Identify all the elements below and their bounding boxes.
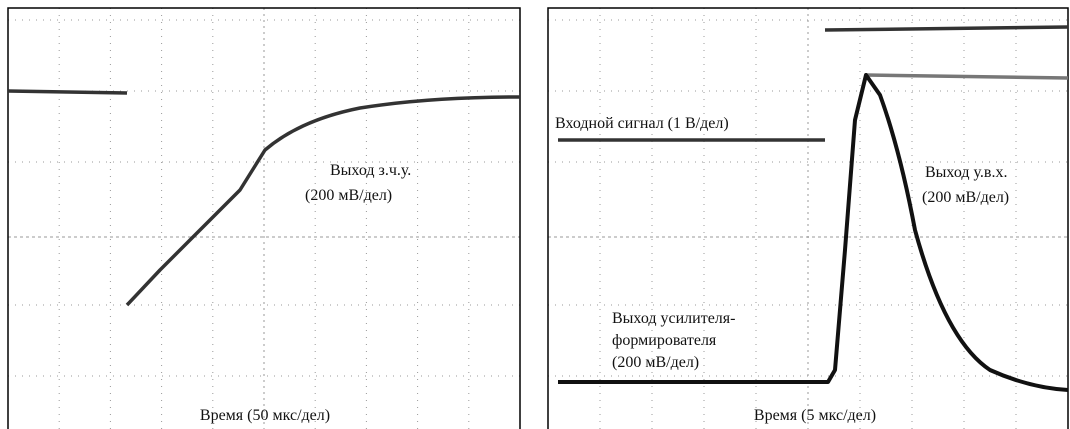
grids xyxy=(8,8,1068,429)
panel-label: (200 мВ/дел) xyxy=(922,189,1009,206)
left-trace-baseline xyxy=(8,91,127,93)
oscillograms: Выход з.ч.у. (200 мВ/дел) Время (50 мкс/… xyxy=(0,0,1070,429)
panel-label: Выход з.ч.у. xyxy=(330,162,411,179)
panel-label: Выход усилителя- xyxy=(612,310,735,327)
right-trace-top xyxy=(825,27,1068,30)
panel-label: (200 мВ/дел) xyxy=(612,354,699,371)
panel-label: (200 мВ/дел) xyxy=(305,187,392,204)
panel-label: Входной сигнал (1 В/дел) xyxy=(555,115,729,132)
time-label: Время (50 мкс/дел) xyxy=(200,407,330,424)
panel-label: Выход у.в.х. xyxy=(925,164,1007,181)
time-label: Время (5 мкс/дел) xyxy=(754,407,876,424)
panel-label: формирователя xyxy=(612,332,717,349)
right-trace-uvx xyxy=(866,75,1068,78)
